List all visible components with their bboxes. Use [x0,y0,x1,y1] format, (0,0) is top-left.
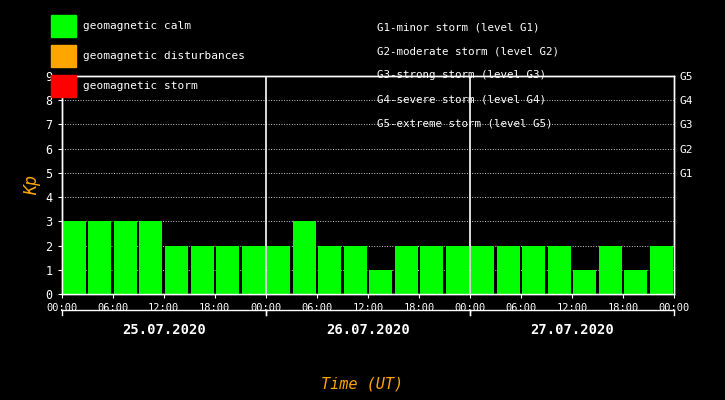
Bar [369,270,392,294]
Bar [267,246,290,294]
Bar [88,221,112,294]
Bar [63,221,86,294]
Text: geomagnetic calm: geomagnetic calm [83,21,191,31]
Text: 25.07.2020: 25.07.2020 [122,323,206,337]
Bar [318,246,341,294]
Bar [216,246,239,294]
Bar [344,246,367,294]
Bar [114,221,137,294]
Text: G2-moderate storm (level G2): G2-moderate storm (level G2) [377,46,559,56]
Bar [241,246,265,294]
Text: geomagnetic disturbances: geomagnetic disturbances [83,51,245,61]
Y-axis label: Kp: Kp [23,175,41,195]
Bar [599,246,622,294]
Text: geomagnetic storm: geomagnetic storm [83,81,198,91]
Text: G4-severe storm (level G4): G4-severe storm (level G4) [377,94,546,104]
Text: G3-strong storm (level G3): G3-strong storm (level G3) [377,70,546,80]
Bar [624,270,647,294]
Bar [394,246,418,294]
Bar [165,246,188,294]
Text: G1-minor storm (level G1): G1-minor storm (level G1) [377,22,539,32]
Bar [471,246,494,294]
Bar [191,246,213,294]
Bar [497,246,520,294]
Text: 27.07.2020: 27.07.2020 [530,323,614,337]
Text: G5-extreme storm (level G5): G5-extreme storm (level G5) [377,118,552,128]
Bar [293,221,315,294]
Bar [573,270,597,294]
Text: Time (UT): Time (UT) [321,376,404,392]
Bar [523,246,545,294]
Bar [420,246,443,294]
Bar [548,246,571,294]
Text: 26.07.2020: 26.07.2020 [326,323,410,337]
Bar [650,246,673,294]
Bar [139,221,162,294]
Bar [446,246,469,294]
